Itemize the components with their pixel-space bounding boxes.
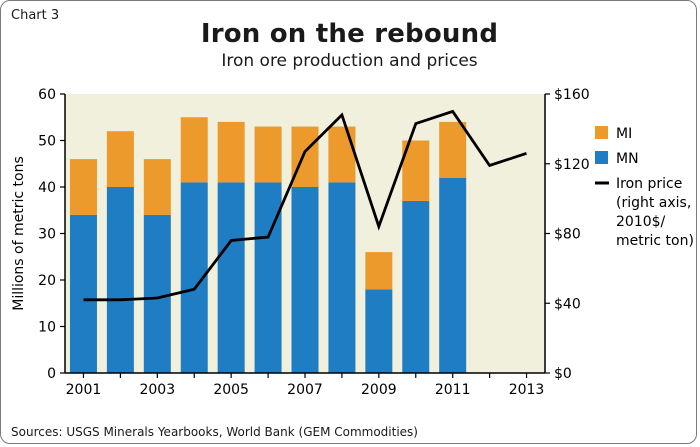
x-tick-label-2001: 2001 <box>66 382 102 398</box>
y-tick-label-50: 50 <box>38 134 56 150</box>
legend-label-price-line-1: (right axis, <box>616 195 691 211</box>
y2-tick-label-$80: $80 <box>554 227 581 243</box>
bar-mi-2003 <box>143 159 171 215</box>
legend-label-price-line-3: metric ton) <box>616 233 694 249</box>
y-tick-label-40: 40 <box>38 180 56 196</box>
y2-tick-label-$40: $40 <box>554 296 581 312</box>
y-axis-title: Millions of metric tons <box>11 156 27 311</box>
bar-mn-2009 <box>365 289 393 373</box>
bar-mn-2003 <box>143 214 171 373</box>
bar-mn-2005 <box>217 182 245 373</box>
bar-mn-2001 <box>69 214 97 373</box>
x-tick-label-2007: 2007 <box>287 382 323 398</box>
bar-mi-2005 <box>217 121 245 183</box>
x-tick-label-2011: 2011 <box>435 382 471 398</box>
x-tick-label-2005: 2005 <box>213 382 249 398</box>
y-tick-label-10: 10 <box>38 320 56 336</box>
chart-title: Iron on the rebound <box>200 19 499 49</box>
bar-mn-2011 <box>439 177 467 373</box>
x-tick-label-2009: 2009 <box>361 382 397 398</box>
x-tick-label-2013: 2013 <box>509 382 545 398</box>
price-line <box>83 109 527 302</box>
legend-swatch-mi <box>595 126 608 139</box>
bar-mn-2002 <box>106 187 134 373</box>
bar-mi-2011 <box>439 121 467 178</box>
y2-tick-label-$120: $120 <box>554 157 590 173</box>
legend-label-price-line-2: 2010$/ <box>616 214 666 230</box>
bar-mi-2009 <box>365 252 393 290</box>
y-tick-label-60: 60 <box>38 87 56 103</box>
legend-label-mi: MI <box>616 126 632 142</box>
y-tick-label-30: 30 <box>38 227 56 243</box>
bar-mi-2006 <box>254 126 282 183</box>
bar-mn-2007 <box>291 187 319 373</box>
bar-mn-2006 <box>254 182 282 373</box>
y-tick-label-20: 20 <box>38 273 56 289</box>
bar-mi-2001 <box>69 159 97 215</box>
y2-tick-label-$160: $160 <box>554 87 590 103</box>
legend-label-price-line-0: Iron price <box>616 176 682 192</box>
chart-plot: 0 10 20 30 40 50 60 $0 $40 $80 $120 $160 2001 2003 200… <box>11 87 694 398</box>
bar-mi-2004 <box>180 117 208 183</box>
source-note: Sources: USGS Minerals Yearbooks, World … <box>11 425 418 439</box>
legend-label-mn: MN <box>616 151 639 167</box>
bar-mi-2008 <box>328 126 356 183</box>
bar-mn-2010 <box>402 200 430 373</box>
chart-number-label: Chart 3 <box>11 8 60 23</box>
y-tick-label-0: 0 <box>47 366 56 382</box>
y2-tick-label-$0: $0 <box>554 366 572 382</box>
chart-subtitle: Iron ore production and prices <box>221 51 478 71</box>
bar-mi-2002 <box>106 131 134 187</box>
bar-mi-2007 <box>291 126 319 187</box>
bar-mn-2008 <box>328 182 356 373</box>
x-tick-label-2003: 2003 <box>139 382 175 398</box>
legend-swatch-mn <box>595 151 608 164</box>
